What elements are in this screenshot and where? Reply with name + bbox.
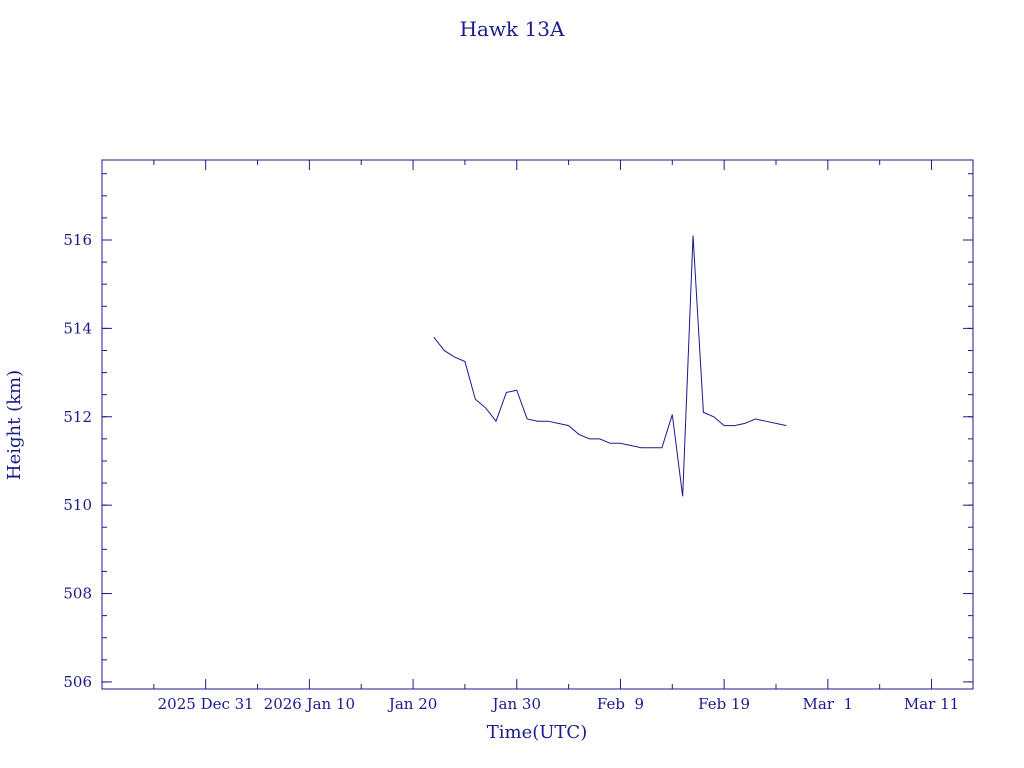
x-tick-label: Feb 19 [698,695,750,713]
x-tick-label: Feb 9 [597,695,644,713]
y-tick-label: 514 [63,319,92,337]
data-line [433,235,787,497]
y-axis-label: Height (km) [4,370,25,480]
x-tick-label: Mar 11 [904,695,959,713]
y-tick-label: 508 [63,585,92,603]
x-tick-label: Jan 20 [387,695,437,713]
x-tick-label: Mar 1 [803,695,854,713]
y-tick-label: 506 [63,673,92,691]
y-tick-label: 516 [63,231,92,249]
y-tick-label: 510 [63,496,92,514]
plot-frame [101,159,974,690]
x-tick-label: 2025 Dec 31 [158,695,254,713]
x-axis-label: Time(UTC) [487,722,587,743]
x-tick-label: Jan 30 [491,695,541,713]
y-tick-label: 512 [63,408,92,426]
chart-title: Hawk 13A [460,17,565,41]
x-tick-label: 2026 Jan 10 [264,695,355,713]
